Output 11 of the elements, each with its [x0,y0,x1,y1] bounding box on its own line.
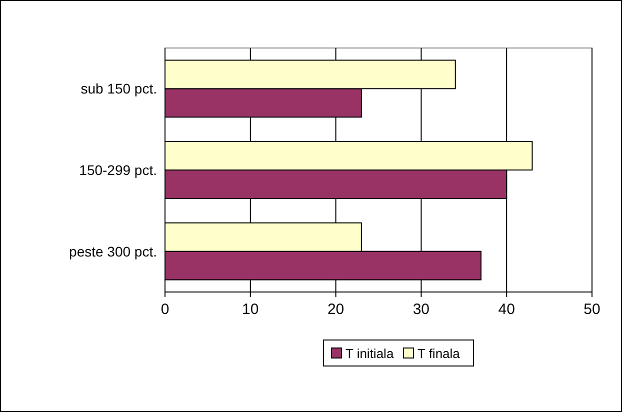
x-tick-label: 10 [242,301,259,318]
x-tick-label: 30 [412,301,430,318]
x-tick-label: 40 [498,301,515,318]
y-tick-label: sub 150 pct. [80,80,157,97]
legend-label: T finala [418,346,461,361]
x-tick-label: 50 [584,301,600,318]
legend-label: T initiala [346,346,394,361]
y-tick-label: 150-299 pct. [79,162,157,178]
y-tick-label: peste 300 pct. [69,243,157,260]
x-tick-label: 20 [327,301,344,318]
x-tick-label: 0 [160,301,170,318]
